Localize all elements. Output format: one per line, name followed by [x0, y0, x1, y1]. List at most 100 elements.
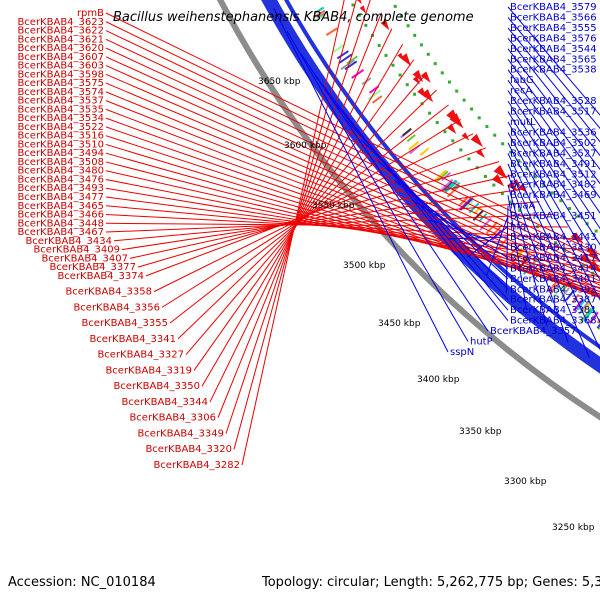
gene-label: BcerKBAB4_3527 [510, 148, 597, 159]
leader-line [217, 12, 382, 418]
gene-arrow-reverse [412, 69, 424, 83]
gene-label: rpmB [77, 8, 104, 19]
leader-line [137, 161, 500, 268]
gc-track-dot [525, 167, 529, 171]
feature-strip [371, 95, 383, 104]
gene-label: BcerKBAB4_3534 [17, 113, 104, 124]
feature-strip [351, 68, 365, 79]
backbone-ring [216, 0, 600, 421]
gene-label: BcerKBAB4_3466 [17, 210, 104, 221]
gene-arrow-reverse [420, 71, 431, 83]
gc-track-dot [406, 24, 410, 28]
gc-track-dot [509, 200, 513, 204]
gc-track-dot [398, 73, 402, 77]
feature-strip [316, 10, 329, 19]
gene-arrow-reverse [493, 164, 508, 180]
gc-track-dot [485, 125, 489, 129]
leader-line [507, 121, 600, 281]
gene-label: BcerKBAB4_3536 [510, 127, 597, 138]
gene-label: BcerKBAB4_3576 [510, 33, 597, 44]
leader-line [105, 21, 600, 262]
gene-arrow-reverse [417, 87, 427, 99]
feature-strip [313, 13, 326, 23]
gc-track-dot [483, 174, 487, 178]
gc-track-dot [391, 63, 395, 67]
gene-label: BcerKBAB4_3579 [510, 2, 597, 13]
gc-track-dot [351, 3, 355, 7]
leader-line [105, 196, 600, 262]
gene-label: BcerKBAB4_3341 [89, 334, 176, 345]
genome-summary-text: Topology: circular; Length: 5,262,775 bp… [261, 575, 600, 590]
gc-track-dot [377, 43, 381, 47]
gc-track-dot [435, 121, 439, 125]
gene-label: BcerKBAB4_3493 [17, 183, 104, 194]
gene-arrow-reverse [380, 19, 390, 31]
gc-track-dot [518, 208, 522, 212]
scale-label: 3300 kbp [504, 477, 547, 487]
gene-label: BcerKBAB4_3350 [113, 381, 200, 392]
gene-arrow-reverse [397, 52, 405, 61]
leader-line [153, 133, 474, 293]
leader-line [314, 75, 509, 321]
gene-label: BcerKBAB4_3494 [17, 148, 104, 159]
gc-track-dot [581, 264, 585, 268]
gene-label: BcerKBAB4_3491 [510, 159, 597, 170]
leader-line [507, 90, 600, 230]
feature-strip [314, 6, 325, 14]
gc-track-dot [419, 43, 423, 47]
gene-label: BcerKBAB4_3387 [510, 295, 597, 306]
feature-strip [576, 298, 586, 311]
gc-track-dot [393, 4, 397, 8]
gc-track-dot [493, 133, 497, 137]
gene-label: BcerKBAB4_3538 [510, 65, 597, 76]
gc-track-dot [400, 14, 404, 18]
gc-track-dot [467, 157, 471, 161]
gene-label: BcerKBAB4_3482 [510, 180, 597, 191]
gene-label: BcerKBAB4_3517 [510, 107, 597, 118]
gene-label: BcerKBAB4_3349 [137, 428, 224, 439]
gene-label: BcerKBAB4_3537 [17, 96, 104, 107]
feature-strip [338, 53, 353, 64]
feature-strip [332, 43, 346, 53]
gene-label: BcerKBAB4_3465 [17, 201, 104, 212]
leader-line [177, 89, 437, 340]
leader-line [193, 59, 415, 371]
gene-label: BcerKBAB4_3502 [510, 138, 597, 149]
gene-label: BcerKBAB4_3320 [145, 444, 232, 455]
leader-line [467, 226, 509, 258]
gene-arrow-reverse [470, 133, 483, 148]
leader-line [507, 163, 590, 358]
leader-line [507, 184, 548, 327]
gene-label: mutL [510, 117, 536, 128]
feature-strip [346, 55, 358, 65]
gc-track-dot [357, 13, 361, 17]
gene-label: BcerKBAB4_3407 [41, 253, 128, 264]
leader-line [105, 205, 598, 252]
gene-label: BcerKBAB4_3409 [33, 245, 120, 256]
gene-label: BcerKBAB4_3434 [25, 236, 112, 247]
feature-strip [485, 221, 498, 234]
leader-line [105, 126, 600, 298]
gene-label: BcerKBAB4_3575 [17, 78, 104, 89]
leader-line [161, 118, 462, 308]
leader-line [507, 195, 528, 310]
gene-label: BcerKBAB4_3374 [57, 271, 144, 282]
gene-label: BcerKBAB4_3574 [17, 87, 104, 98]
gene-label: BcerKBAB4_3476 [17, 174, 104, 185]
gene-label: BcerKBAB4_3319 [105, 365, 192, 376]
gc-track-dot [364, 23, 368, 27]
leader-line [121, 188, 526, 251]
feature-strip [367, 89, 382, 101]
leader-line [286, 30, 469, 342]
gene-arrow-reverse [350, 0, 362, 5]
gc-track-dot [426, 52, 430, 56]
gc-track-dot [462, 98, 466, 102]
scale-label: 3350 kbp [459, 427, 502, 437]
gc-track-dot [509, 150, 513, 154]
gene-arrow-reverse [491, 173, 505, 187]
leader-line [201, 44, 404, 387]
gene-label: BcerKBAB4_3414 [510, 263, 597, 274]
gene-label: BcerKBAB4_3535 [17, 104, 104, 115]
cds-ring-inner [284, 0, 600, 350]
